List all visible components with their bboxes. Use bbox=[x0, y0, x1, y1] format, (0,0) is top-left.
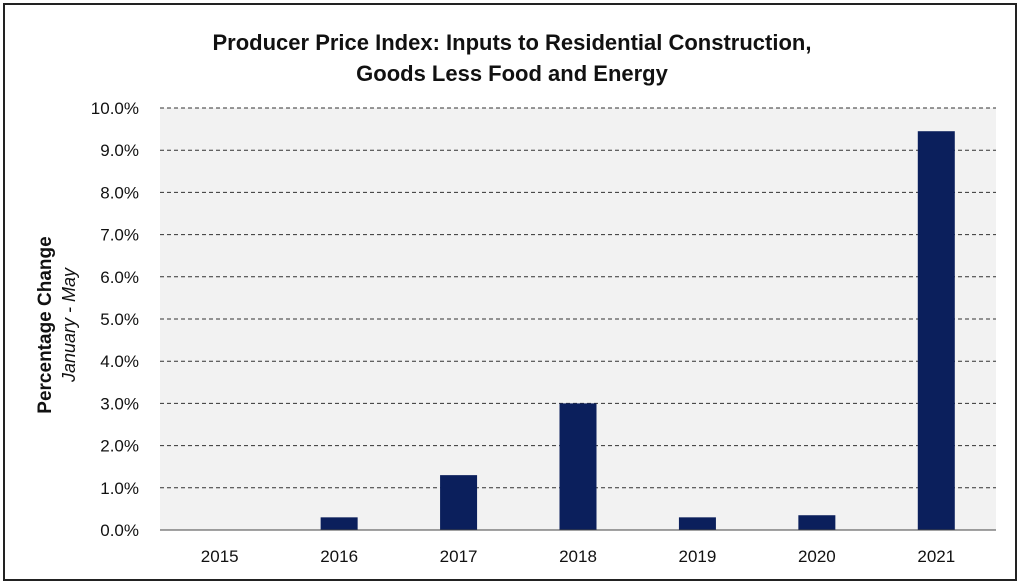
y-tick-label: 10.0% bbox=[91, 99, 139, 118]
x-tick-label: 2021 bbox=[917, 547, 955, 566]
y-tick-label: 6.0% bbox=[100, 268, 139, 287]
y-tick-label: 8.0% bbox=[100, 183, 139, 202]
bars bbox=[320, 131, 955, 530]
x-tick-label: 2015 bbox=[201, 547, 239, 566]
y-tick-label: 4.0% bbox=[100, 352, 139, 371]
y-tick-label: 3.0% bbox=[100, 394, 139, 413]
y-tick-label: 9.0% bbox=[100, 141, 139, 160]
bar-2018 bbox=[559, 403, 597, 530]
bar-2021 bbox=[917, 131, 955, 530]
x-tick-label: 2018 bbox=[559, 547, 597, 566]
gridlines bbox=[160, 107, 996, 489]
bar-2016 bbox=[320, 517, 358, 530]
bar-2017 bbox=[440, 475, 478, 530]
bar-2019 bbox=[678, 517, 716, 530]
x-tick-labels: 2015 2016 2017 2018 2019 2020 2021 bbox=[201, 547, 955, 566]
y-tick-label: 5.0% bbox=[100, 310, 139, 329]
bar-2020 bbox=[798, 515, 836, 530]
y-tick-label: 0.0% bbox=[100, 521, 139, 540]
x-tick-label: 2019 bbox=[679, 547, 717, 566]
x-tick-label: 2016 bbox=[320, 547, 358, 566]
y-tick-label: 7.0% bbox=[100, 226, 139, 245]
x-tick-label: 2017 bbox=[440, 547, 478, 566]
chart-title-line-2: Goods Less Food and Energy bbox=[356, 61, 668, 86]
y-tick-labels: 0.0% 1.0% 2.0% 3.0% 4.0% 5.0% 6.0% 7.0% 8.0% 9.0%… bbox=[91, 99, 139, 540]
chart-title-line-1: Producer Price Index: Inputs to Resident… bbox=[212, 30, 812, 55]
x-tick-label: 2020 bbox=[798, 547, 836, 566]
y-tick-label: 1.0% bbox=[100, 479, 139, 498]
chart-title: Producer Price Index: Inputs to Resident… bbox=[5, 27, 1019, 89]
y-tick-label: 2.0% bbox=[100, 437, 139, 456]
